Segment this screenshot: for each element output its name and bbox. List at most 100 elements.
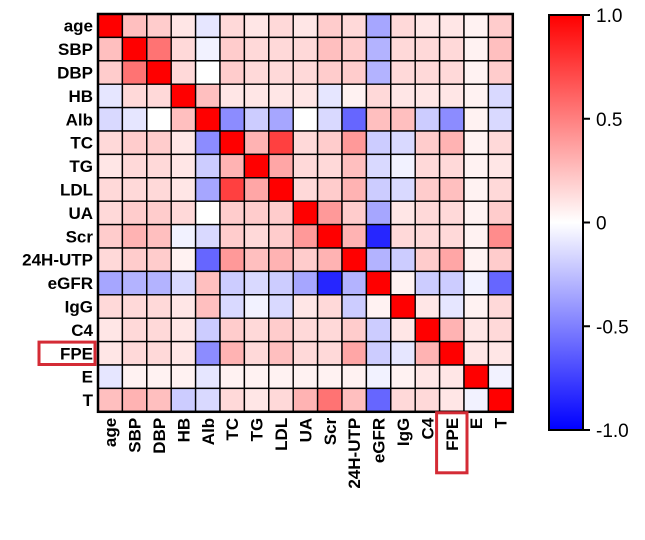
- heatmap-cell: [121, 36, 148, 62]
- heatmap-cell: [487, 223, 514, 249]
- heatmap-cell: [438, 247, 465, 273]
- heatmap-cell: [268, 387, 294, 413]
- heatmap-cell: [146, 294, 172, 319]
- heatmap-cell: [97, 294, 124, 319]
- heatmap-cell: [170, 106, 197, 132]
- heatmap-cell: [365, 317, 392, 343]
- heatmap-cell: [121, 130, 148, 156]
- heatmap-cell: [292, 387, 319, 413]
- heatmap-cell: [146, 177, 172, 202]
- heatmap-cell: [438, 200, 465, 226]
- heatmap-cell: [194, 177, 221, 202]
- heatmap-cell: [316, 247, 343, 273]
- heatmap-cell: [121, 177, 148, 202]
- heatmap-cell: [341, 387, 368, 413]
- column-label: LDL: [272, 418, 291, 451]
- heatmap-cell: [219, 223, 246, 249]
- heatmap-cell: [341, 340, 368, 366]
- heatmap-cell: [292, 223, 319, 249]
- heatmap-cell: [121, 223, 148, 249]
- heatmap-cell: [390, 317, 416, 343]
- heatmap-cell: [438, 364, 465, 390]
- heatmap-cell: [243, 60, 270, 85]
- heatmap-cell: [194, 153, 221, 179]
- row-label: FPE: [60, 344, 93, 363]
- heatmap-cell: [341, 13, 368, 39]
- column-label: Alb: [199, 418, 218, 445]
- heatmap-cell: [292, 153, 319, 179]
- heatmap-cell: [341, 223, 368, 249]
- heatmap-cell: [365, 106, 392, 132]
- heatmap-cell: [219, 270, 246, 296]
- heatmap-cell: [414, 153, 441, 179]
- heatmap-cell: [97, 364, 124, 390]
- heatmap-cell: [243, 36, 270, 62]
- heatmap-cell: [390, 223, 416, 249]
- heatmap-cell: [438, 317, 465, 343]
- heatmap-cell: [390, 106, 416, 132]
- heatmap-cell: [194, 106, 221, 132]
- heatmap-cell: [438, 294, 465, 319]
- heatmap-cell: [219, 200, 246, 226]
- heatmap-cell: [414, 36, 441, 62]
- heatmap-cell: [365, 153, 392, 179]
- heatmap-cell: [390, 270, 416, 296]
- heatmap-cell: [487, 270, 514, 296]
- heatmap-cell: [390, 364, 416, 390]
- heatmap-cell: [341, 83, 368, 109]
- heatmap-cell: [170, 60, 197, 85]
- heatmap-cell: [414, 340, 441, 366]
- heatmap-cell: [316, 13, 343, 39]
- heatmap-cell: [316, 340, 343, 366]
- row-label: T: [83, 391, 94, 410]
- colorbar-tick-label: -0.5: [596, 317, 629, 338]
- heatmap-cell: [121, 317, 148, 343]
- colorbar-tick-label: 0.5: [596, 110, 622, 131]
- column-label: age: [101, 418, 120, 447]
- heatmap-cell: [390, 13, 416, 39]
- heatmap-cell: [414, 60, 441, 85]
- heatmap-cell: [170, 83, 197, 109]
- heatmap-cell: [292, 36, 319, 62]
- heatmap-cell: [243, 177, 270, 202]
- heatmap-cell: [146, 364, 172, 390]
- colorbar: 1.0 0.5 0 -0.5 -1.0: [548, 6, 629, 442]
- heatmap-cell: [316, 387, 343, 413]
- heatmap-cell: [365, 60, 392, 85]
- heatmap-cell: [316, 106, 343, 132]
- heatmap-cell: [268, 60, 294, 85]
- heatmap-cell: [341, 200, 368, 226]
- heatmap-cell: [292, 177, 319, 202]
- heatmap-cell: [438, 60, 465, 85]
- heatmap-cell: [194, 340, 221, 366]
- heatmap-cell: [146, 13, 172, 39]
- heatmap-cell: [243, 247, 270, 273]
- heatmap-cell: [414, 106, 441, 132]
- heatmap-cells: [96, 12, 515, 414]
- heatmap-cell: [438, 13, 465, 39]
- heatmap-cell: [365, 270, 392, 296]
- heatmap-cell: [146, 36, 172, 62]
- heatmap-cell: [487, 60, 514, 85]
- row-label: eGFR: [48, 274, 93, 293]
- heatmap-cell: [487, 130, 514, 156]
- heatmap-cell: [243, 130, 270, 156]
- heatmap-cell: [463, 83, 490, 109]
- heatmap-cell: [365, 130, 392, 156]
- heatmap-cell: [463, 36, 490, 62]
- heatmap-cell: [243, 294, 270, 319]
- heatmap-cell: [316, 317, 343, 343]
- heatmap-cell: [219, 364, 246, 390]
- heatmap-cell: [194, 83, 221, 109]
- heatmap-cell: [438, 83, 465, 109]
- heatmap-cell: [438, 177, 465, 202]
- heatmap-cell: [390, 83, 416, 109]
- heatmap-cell: [390, 247, 416, 273]
- heatmap-cell: [268, 223, 294, 249]
- heatmap-cell: [438, 387, 465, 413]
- column-label: FPE: [443, 418, 462, 451]
- heatmap-cell: [146, 317, 172, 343]
- heatmap-cell: [121, 364, 148, 390]
- heatmap-cell: [414, 130, 441, 156]
- heatmap-cell: [414, 83, 441, 109]
